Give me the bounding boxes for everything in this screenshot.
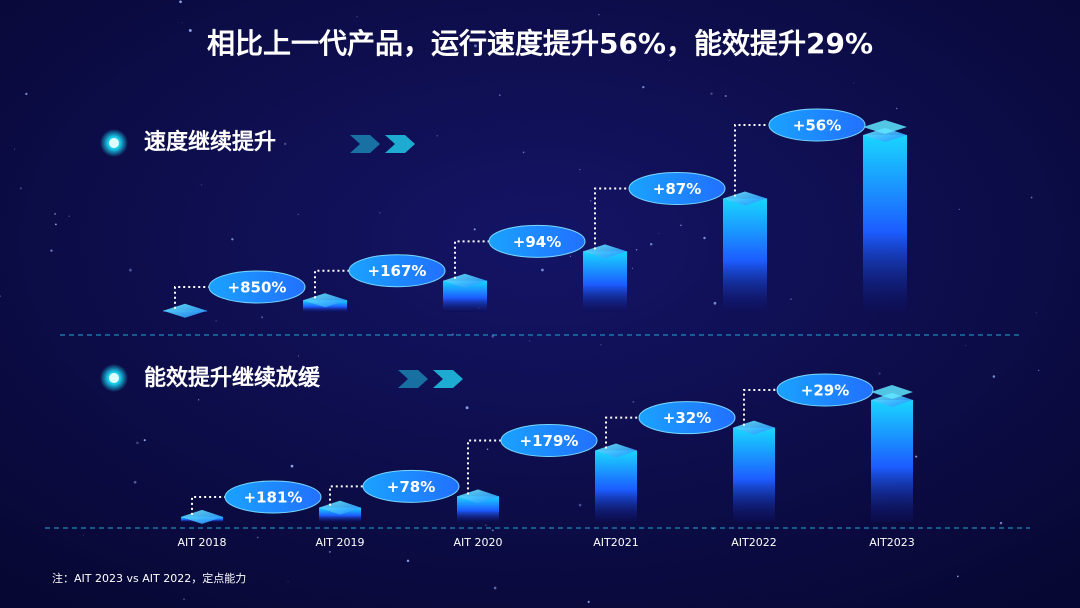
section-title: 能效提升继续放缓 bbox=[144, 365, 321, 391]
growth-pill bbox=[500, 423, 598, 457]
bar bbox=[733, 427, 775, 522]
growth-pill bbox=[776, 373, 874, 407]
arrows bbox=[350, 135, 463, 388]
section-title: 速度继续提升 bbox=[144, 129, 276, 155]
x-tick-label: AIT 2018 bbox=[178, 536, 227, 549]
growth-pill bbox=[208, 270, 306, 304]
bar-cap bbox=[863, 120, 907, 134]
growth-pill bbox=[348, 254, 446, 288]
growth-label: +29% bbox=[801, 382, 849, 400]
bar-cap bbox=[871, 393, 913, 407]
growth-pill bbox=[362, 469, 460, 503]
growth-label: +32% bbox=[663, 409, 711, 427]
growth-label: +87% bbox=[653, 180, 701, 198]
footnote: 注：AIT 2023 vs AIT 2022，定点能力 bbox=[52, 571, 246, 585]
bar bbox=[319, 507, 361, 522]
growth-pill bbox=[488, 224, 586, 258]
x-tick-label: AIT2023 bbox=[869, 536, 914, 549]
growth-label: +181% bbox=[244, 489, 303, 507]
growth-pill bbox=[224, 480, 322, 514]
x-tick-label: AIT2022 bbox=[731, 536, 776, 549]
bar-cap bbox=[871, 385, 913, 399]
bar-cap bbox=[863, 128, 907, 142]
bar bbox=[863, 135, 907, 312]
title: 相比上一代产品，运行速度提升56%，能效提升29% bbox=[207, 27, 873, 60]
x-tick-label: AIT 2020 bbox=[454, 536, 503, 549]
growth-label: +179% bbox=[520, 432, 579, 450]
growth-pill bbox=[628, 172, 726, 206]
bar bbox=[871, 400, 913, 522]
growth-pill bbox=[768, 108, 866, 142]
growth-label: +94% bbox=[513, 233, 561, 251]
growth-label: +167% bbox=[368, 262, 427, 280]
section-icon bbox=[100, 129, 128, 392]
x-tick-label: AIT2021 bbox=[593, 536, 638, 549]
bar bbox=[723, 198, 767, 312]
bar bbox=[595, 450, 637, 522]
growth-label: +850% bbox=[228, 279, 287, 297]
growth-pill bbox=[638, 401, 736, 435]
growth-label: +78% bbox=[387, 478, 435, 496]
x-tick-label: AIT 2019 bbox=[316, 536, 365, 549]
growth-label: +56% bbox=[793, 117, 841, 135]
bar bbox=[583, 251, 627, 312]
